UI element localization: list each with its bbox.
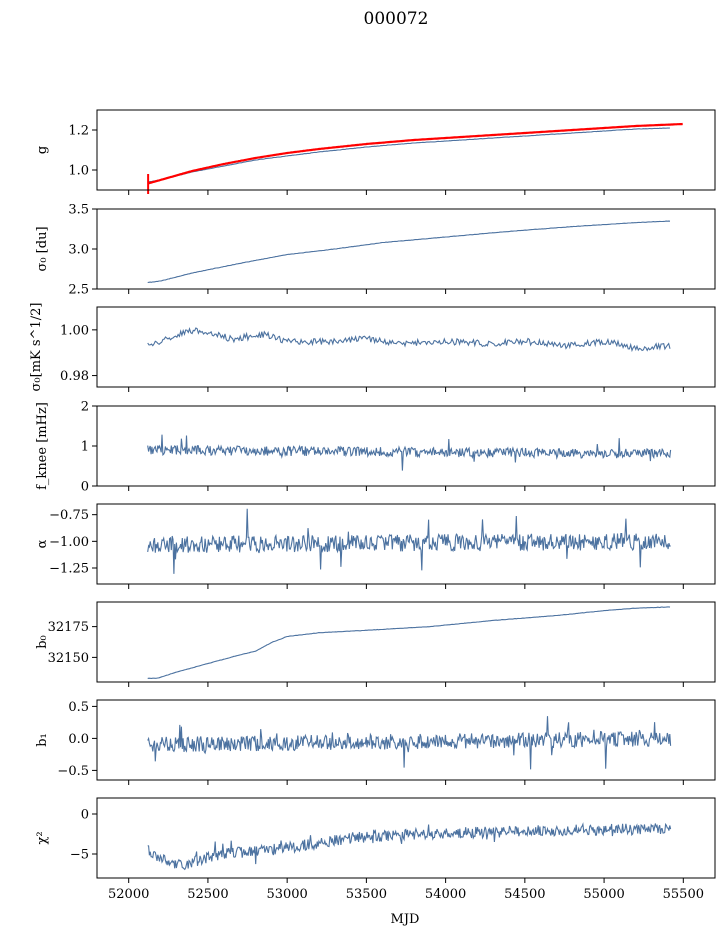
x-tick-label: 55000	[583, 887, 624, 902]
y-axis-label: b₁	[35, 733, 50, 747]
y-tick-label: 0.5	[68, 700, 89, 715]
y-axis-label: σ₀ [du]	[35, 226, 50, 271]
x-tick-label: 52000	[108, 887, 149, 902]
y-tick-label: 1.2	[68, 124, 89, 139]
series-line-2-1	[147, 220, 671, 284]
x-tick-label: 54000	[425, 887, 466, 902]
y-tick-label: −0.75	[49, 508, 89, 523]
y-axis-label: σ₀[mK s^1/2]	[29, 303, 44, 392]
y-tick-label: 0	[81, 808, 89, 823]
y-axis-label: b₀	[35, 635, 50, 649]
x-axis-label: MJD	[391, 912, 420, 927]
x-tick-label: 52500	[187, 887, 228, 902]
y-tick-label: 32175	[48, 620, 89, 635]
y-axis-label: χ²	[35, 831, 50, 844]
panel-8: −5 0 χ² 52000 52500 53000 53500 54000 54500 55000…	[35, 797, 716, 902]
axes-frame-4	[96, 405, 716, 487]
series-line-7-1	[147, 716, 672, 770]
y-tick-label: 0.0	[68, 732, 89, 747]
series-line-8-1	[147, 822, 672, 871]
panel-7: −0.5 0.0 0.5 b₁	[35, 699, 716, 785]
series-line-6-1	[147, 606, 671, 679]
x-tick-label: 53500	[346, 887, 387, 902]
series-line-3-1	[147, 327, 671, 353]
axes-frame-3	[96, 306, 716, 388]
axes-frame-8	[96, 797, 716, 879]
y-axis-label: α	[35, 539, 50, 548]
y-axis-label: g	[35, 146, 50, 154]
axes-frame-7	[96, 699, 716, 781]
y-tick-label: 1.0	[68, 164, 89, 179]
panel-4: 0 1 2 f_knee [mHz]	[35, 400, 716, 495]
y-tick-label: 32150	[48, 651, 89, 666]
y-tick-label: 0	[81, 480, 89, 495]
y-tick-label: −0.5	[57, 764, 89, 779]
series-line-1-2	[147, 122, 683, 185]
panel-3: 0.98 1.00 σ₀[mK s^1/2]	[29, 303, 716, 392]
y-tick-label: 3.0	[68, 243, 89, 258]
axes-frame-6	[96, 601, 716, 683]
axes-frame-5	[96, 503, 716, 585]
y-axis-label: f_knee [mHz]	[35, 402, 50, 490]
y-tick-label: −1.25	[49, 562, 89, 577]
x-tick-label: 54500	[504, 887, 545, 902]
y-tick-label: 2	[81, 400, 89, 415]
y-tick-label: 1.00	[60, 323, 89, 338]
panel-2: 2.5 3.0 3.5 σ₀ [du]	[35, 203, 716, 298]
figure-title: 000072	[364, 9, 429, 29]
panel-5: −1.25 −1.00 −0.75 α	[35, 503, 716, 589]
series-line-4-1	[147, 434, 672, 471]
y-tick-label: 0.98	[60, 369, 89, 384]
y-tick-label: 2.5	[68, 283, 89, 298]
x-tick-label: 53000	[266, 887, 307, 902]
series-line-1-1	[147, 127, 671, 183]
x-tick-label: 55500	[663, 887, 704, 902]
y-tick-label: 3.5	[68, 203, 89, 218]
axes-frame-2	[96, 208, 716, 290]
series-line-5-1	[147, 508, 671, 574]
panels: 1.0 1.2 g 2.5 3.0 3.5 σ₀ [du] 0.98 1.00 σ₀[mK s^1…	[29, 109, 716, 902]
y-tick-label: −5	[70, 848, 89, 863]
y-tick-label: −1.00	[49, 535, 89, 550]
y-tick-label: 1	[81, 440, 89, 455]
panel-1: 1.0 1.2 g	[35, 109, 716, 195]
axes-frame-1	[96, 109, 716, 191]
